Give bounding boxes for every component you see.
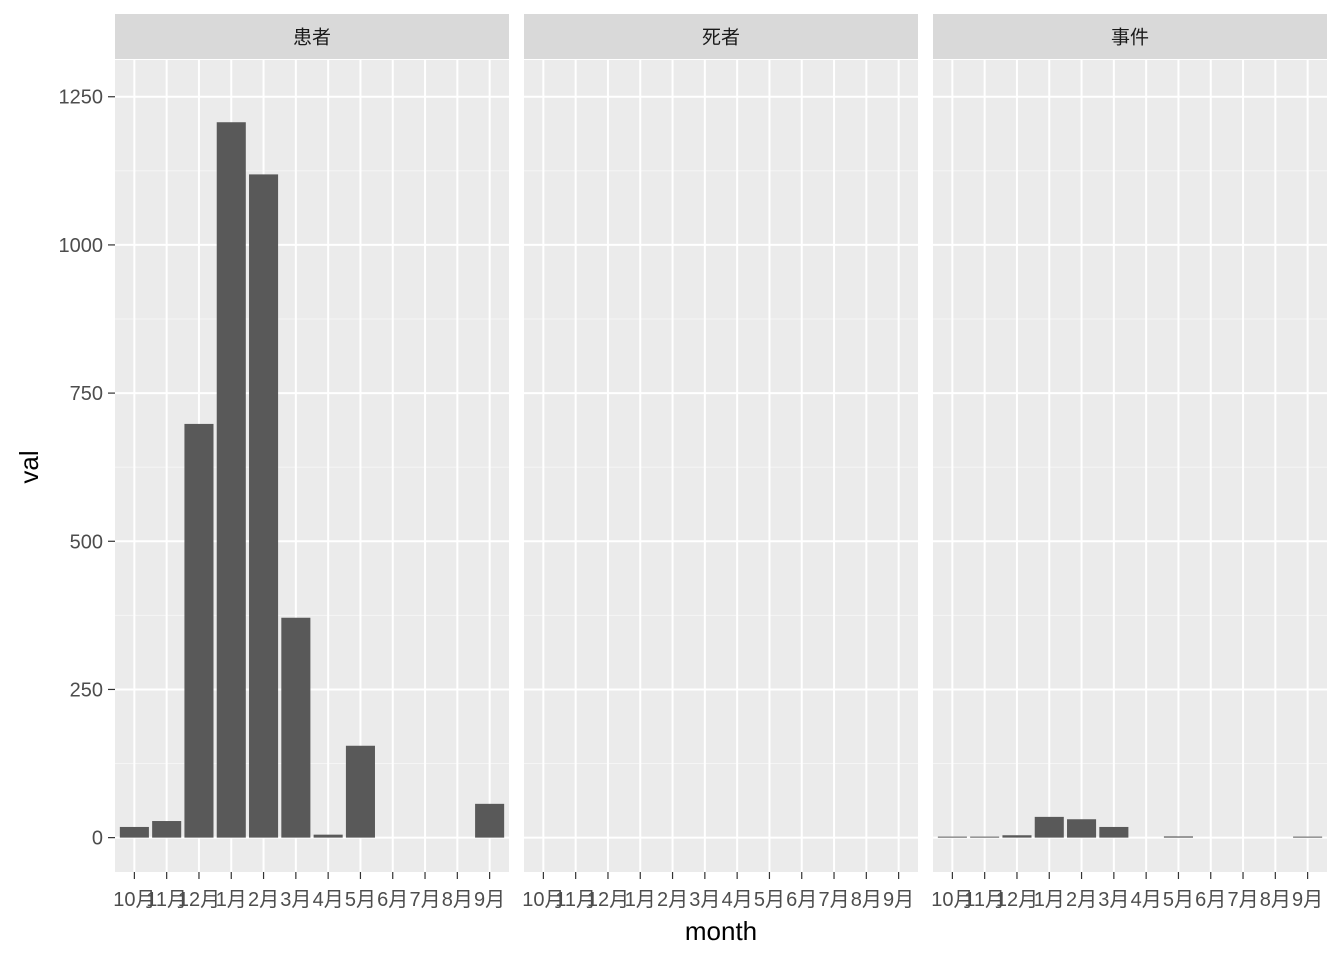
x-tick-label: 8月 (442, 889, 473, 911)
x-tick-label: 3月 (280, 889, 311, 911)
x-tick-label: 12月 (178, 889, 220, 911)
x-tick-label: 7月 (409, 889, 440, 911)
bar (152, 821, 182, 838)
x-tick-label: 2月 (657, 889, 688, 911)
x-tick-label: 1月 (625, 889, 656, 911)
x-tick-label: 9月 (883, 889, 914, 911)
x-tick-label: 6月 (377, 889, 408, 911)
bar (345, 745, 375, 838)
x-tick-label: 11月 (964, 889, 1005, 911)
x-tick-label: 1月 (216, 889, 247, 911)
facet-strip (115, 14, 509, 59)
x-tick-label: 9月 (1292, 889, 1323, 911)
x-tick-label: 12月 (996, 889, 1038, 911)
bar (1034, 816, 1064, 838)
x-tick-label: 3月 (1098, 889, 1129, 911)
y-tick-label: 500 (70, 531, 103, 553)
x-axis-title: month (685, 916, 757, 946)
bar (937, 836, 967, 838)
bar (1067, 819, 1097, 838)
x-tick-label: 8月 (1260, 889, 1291, 911)
facet-strip (524, 14, 918, 59)
panel-background (933, 60, 1327, 872)
bar (216, 122, 246, 838)
facet-strip-label: 死者 (702, 27, 740, 49)
x-tick-label: 11月 (146, 889, 187, 911)
x-tick-label: 2月 (248, 889, 279, 911)
x-tick-label: 6月 (786, 889, 817, 911)
bar (1163, 836, 1193, 838)
x-tick-label: 12月 (587, 889, 629, 911)
panel-background (115, 60, 509, 872)
bar (1293, 836, 1323, 838)
x-tick-label: 5月 (754, 889, 785, 911)
x-tick-label: 9月 (474, 889, 505, 911)
y-tick-label: 1000 (59, 235, 104, 257)
bar (1099, 826, 1129, 838)
x-tick-label: 7月 (1227, 889, 1258, 911)
x-tick-label: 10月 (113, 889, 155, 911)
x-tick-label: 7月 (818, 889, 849, 911)
bar (249, 174, 279, 838)
x-tick-label: 5月 (1163, 889, 1194, 911)
facet-strip-label: 事件 (1111, 27, 1149, 49)
y-tick-label: 0 (92, 828, 103, 850)
panel-background (524, 60, 918, 872)
x-tick-label: 4月 (313, 889, 344, 911)
x-tick-label: 4月 (722, 889, 753, 911)
x-tick-label: 8月 (851, 889, 882, 911)
x-tick-label: 4月 (1131, 889, 1162, 911)
bar (313, 834, 343, 838)
facet-strip-label: 患者 (293, 27, 331, 49)
bar (281, 617, 311, 838)
facet-strip (933, 14, 1327, 59)
x-tick-label: 10月 (522, 889, 564, 911)
y-axis-title: val (14, 450, 44, 483)
x-tick-label: 10月 (931, 889, 973, 911)
bar (1002, 835, 1032, 838)
bar (184, 423, 214, 838)
y-axis: 0 250 500 750 1000 1250 (59, 87, 115, 850)
y-tick-label: 250 (70, 679, 103, 701)
bar (475, 803, 505, 838)
x-tick-label: 5月 (345, 889, 376, 911)
x-tick-label: 11月 (555, 889, 596, 911)
y-tick-label: 1250 (59, 87, 104, 109)
x-tick-label: 3月 (689, 889, 720, 911)
x-tick-label: 1月 (1034, 889, 1065, 911)
bar (119, 826, 149, 838)
y-tick-label: 750 (70, 383, 103, 405)
x-tick-label: 6月 (1195, 889, 1226, 911)
bar (970, 836, 1000, 838)
x-tick-label: 2月 (1066, 889, 1097, 911)
